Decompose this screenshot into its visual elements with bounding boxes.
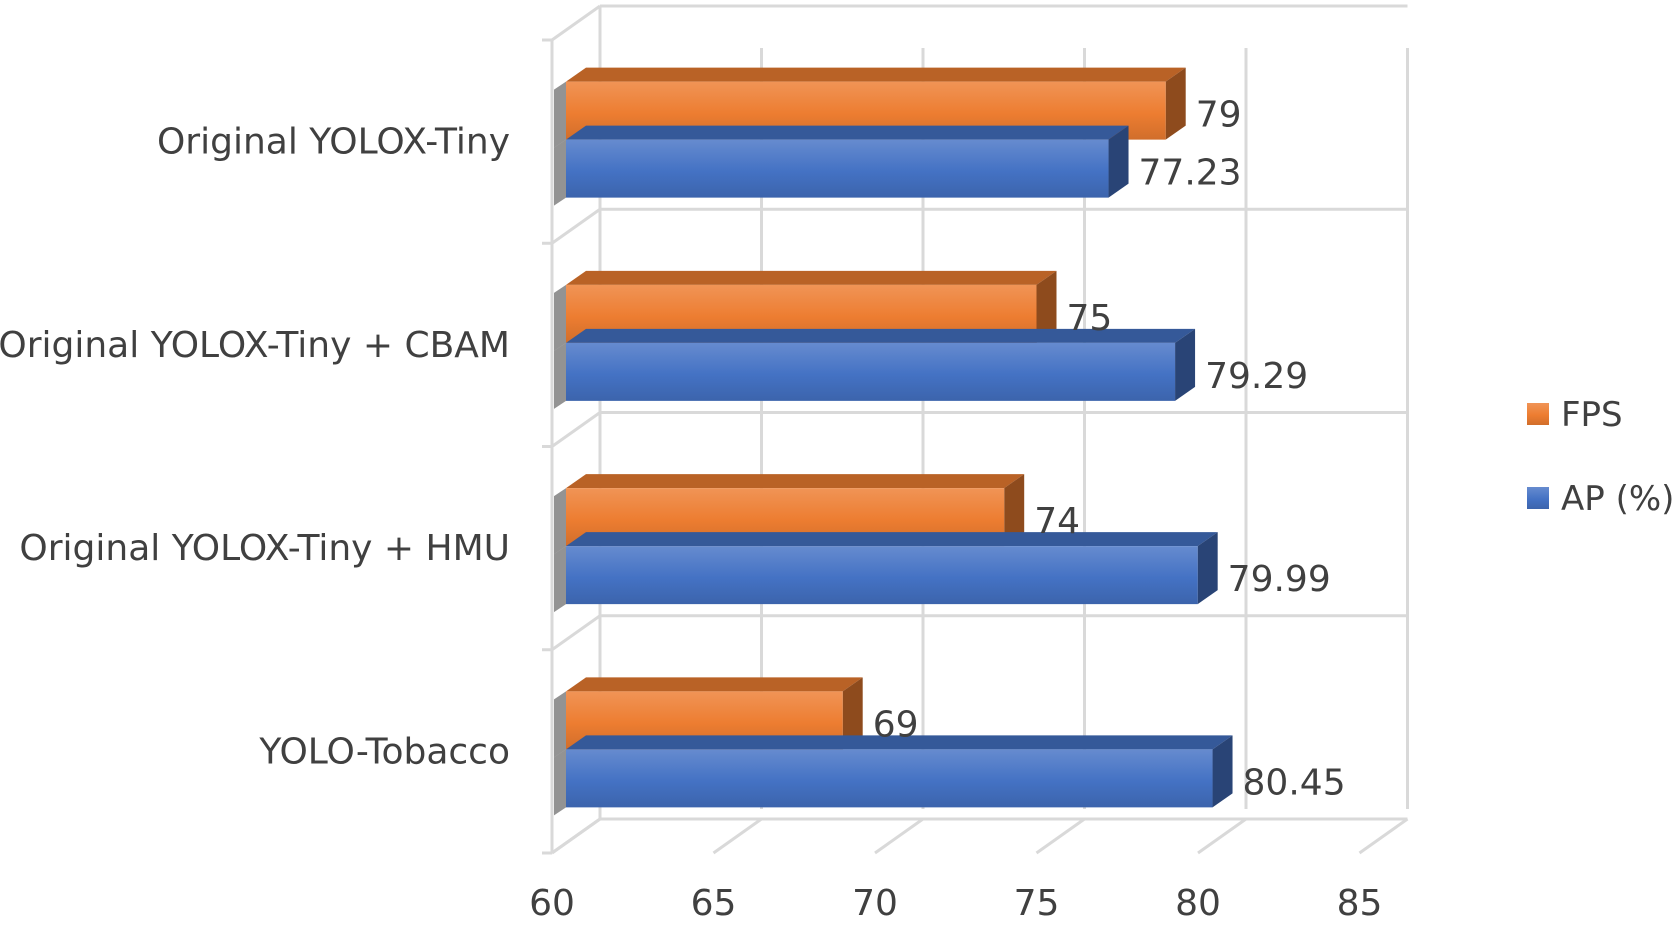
bar-base-shadow	[554, 81, 566, 148]
bar-side-face	[1108, 125, 1129, 198]
legend-item-fps: FPS	[1527, 395, 1623, 435]
data-label-fps: 74	[1034, 501, 1080, 542]
bar-top-face	[566, 474, 1025, 489]
data-label-ap: 79.99	[1228, 559, 1331, 600]
x-tick-label: 60	[529, 883, 575, 924]
bar-base-shadow	[554, 691, 566, 758]
data-label-fps: 69	[873, 704, 919, 745]
floor-gridline	[1035, 817, 1086, 855]
bar-side-face	[1165, 67, 1186, 140]
legend-swatch	[1527, 403, 1549, 425]
x-tick-label: 65	[691, 883, 737, 924]
side-wall-line	[551, 208, 601, 245]
label-layer: Original YOLOX-Tiny 79 77.23 Original YOLOX…	[0, 95, 1346, 804]
data-label-ap: 79.29	[1205, 356, 1308, 397]
category-label: Original YOLOX-Tiny	[157, 122, 510, 163]
bar-side-face	[842, 677, 863, 750]
side-wall-line	[551, 614, 601, 651]
bar-ap	[554, 735, 1233, 816]
legend-label: FPS	[1561, 395, 1623, 435]
bar-side-face	[1004, 474, 1025, 547]
bar-front-face	[566, 546, 1198, 605]
category-label: Original YOLOX-Tiny + HMU	[19, 528, 510, 569]
bar-base-shadow	[554, 749, 566, 816]
bar-front-face	[566, 749, 1213, 808]
side-wall-line	[551, 817, 601, 855]
x-tick-label: 70	[852, 883, 898, 924]
data-label-ap: 77.23	[1139, 153, 1242, 194]
bar-top-face	[566, 735, 1233, 750]
data-label-ap: 80.45	[1243, 762, 1346, 803]
side-wall-line	[551, 4, 601, 42]
bar-base-shadow	[554, 139, 566, 206]
x-tick-label: 75	[1014, 883, 1060, 924]
bar-side-face	[1175, 328, 1196, 401]
bar-base-shadow	[554, 284, 566, 351]
legend: FPS AP (%)	[1527, 395, 1674, 519]
side-wall-line	[551, 411, 601, 448]
bar-top-face	[566, 328, 1196, 343]
x-tick-label: 85	[1337, 883, 1383, 924]
floor-gridline	[712, 817, 763, 855]
floor-gridline	[1197, 817, 1247, 855]
bar-base-shadow	[554, 488, 566, 555]
legend-item-ap: AP (%)	[1527, 479, 1674, 519]
category-label: YOLO-Tobacco	[258, 731, 510, 772]
bar-top-face	[566, 270, 1057, 285]
category-label: Original YOLOX-Tiny + CBAM	[0, 325, 510, 366]
bar-ap	[554, 328, 1196, 409]
floor-gridline	[874, 817, 924, 855]
data-label-fps: 79	[1196, 95, 1242, 136]
bar-front-face	[566, 139, 1109, 198]
bar-side-face	[1036, 270, 1057, 343]
floor-gridline	[1358, 817, 1409, 855]
data-label-fps: 75	[1067, 298, 1113, 339]
bar-front-face	[566, 342, 1176, 401]
bar-side-face	[1197, 532, 1218, 605]
bar-top-face	[566, 677, 863, 692]
bar-ap	[554, 125, 1129, 206]
grid-layer	[551, 4, 1409, 855]
bar-layer	[554, 67, 1233, 816]
bar-base-shadow	[554, 546, 566, 613]
legend-label: AP (%)	[1561, 479, 1674, 519]
bar-ap	[554, 532, 1218, 613]
bar-top-face	[566, 67, 1186, 82]
bar-base-shadow	[554, 342, 566, 409]
legend-swatch	[1527, 487, 1549, 509]
bar-top-face	[566, 125, 1129, 140]
bar-side-face	[1212, 735, 1233, 808]
bar-top-face	[566, 532, 1218, 547]
x-tick-label: 80	[1175, 883, 1221, 924]
